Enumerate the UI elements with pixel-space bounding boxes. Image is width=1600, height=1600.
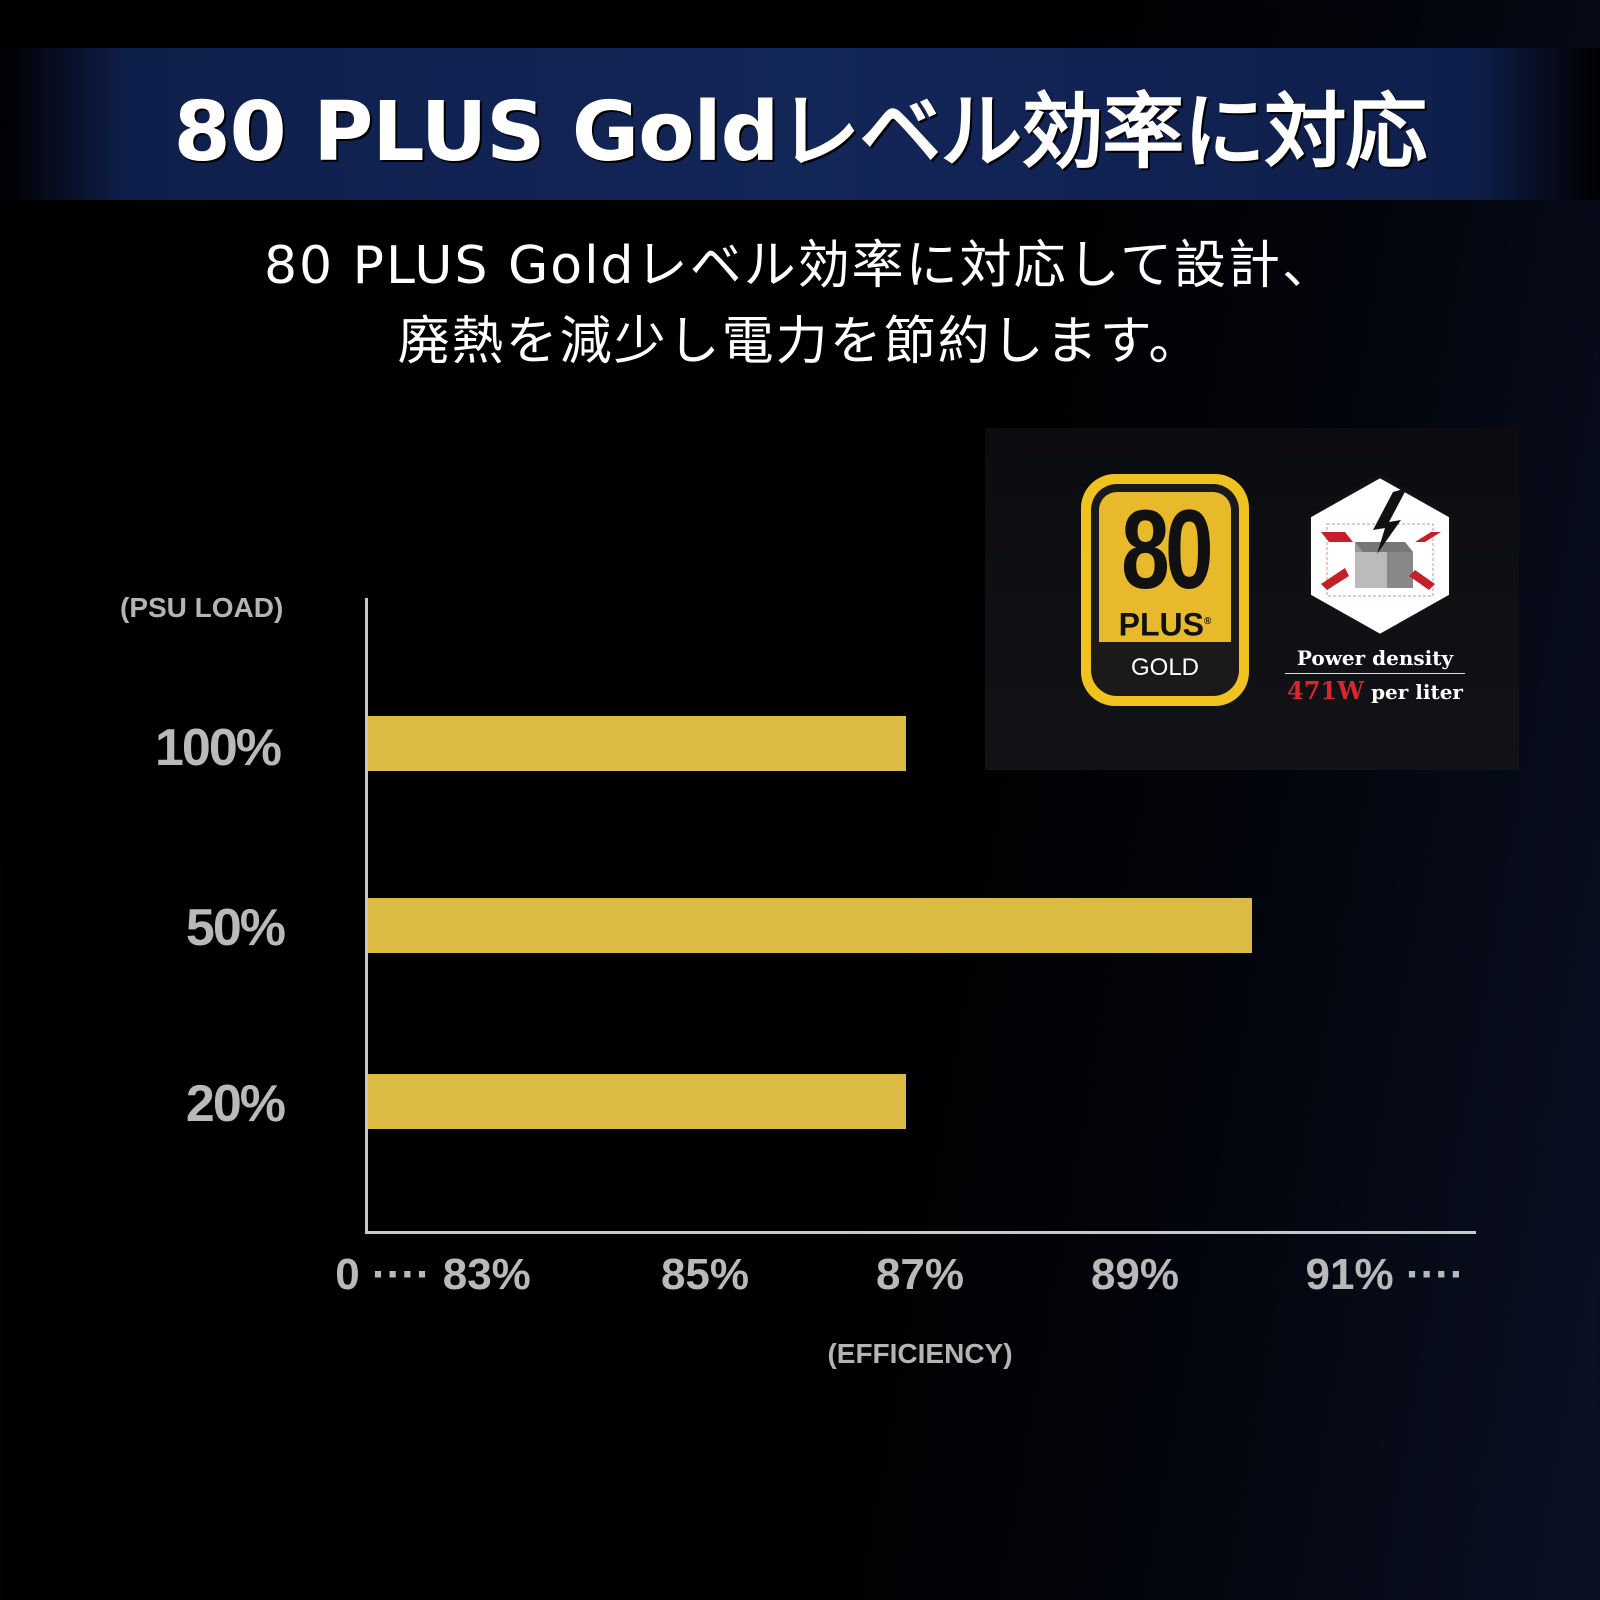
title-banner: 80 PLUS Goldレベル効率に対応 <box>0 48 1600 200</box>
x-tick-83: 0 ···· 83% <box>335 1250 531 1299</box>
x-tick-89: 89% <box>1090 1250 1180 1299</box>
x-axis-line <box>365 1231 1476 1234</box>
power-density-badge: Power density 471W per liter <box>1285 472 1475 712</box>
subtitle: 80 PLUS Goldレベル効率に対応して設計、 廃熱を減少し電力を節約します… <box>0 228 1600 380</box>
certification-logo-panel: 80 PLUS® GOLD Power density 471W per lit… <box>985 428 1519 770</box>
80-plus-gold-badge-icon: 80 PLUS® GOLD <box>1081 474 1249 706</box>
x-axis-label: (EFFICIENCY) <box>827 1338 1013 1369</box>
x-tick-85: 85% <box>660 1250 750 1299</box>
y-category-100: 100% <box>155 719 282 777</box>
x-tick-87: 87% <box>875 1250 965 1299</box>
bar-load-100 <box>368 716 906 771</box>
y-axis-line <box>365 598 368 1234</box>
badge-number: 80 <box>1121 487 1213 612</box>
compressed-cube-icon <box>1307 473 1453 639</box>
badge-tier: GOLD <box>1130 654 1199 681</box>
badge-plus: PLUS® <box>1118 606 1212 643</box>
subtitle-line-2: 廃熱を減少し電力を節約します。 <box>397 312 1203 372</box>
y-category-50: 50% <box>185 899 286 957</box>
y-category-20: 20% <box>185 1075 286 1133</box>
bar-load-50 <box>368 898 1252 953</box>
y-axis-label: (PSU LOAD) <box>120 592 284 623</box>
x-tick-91: 91% ···· <box>1305 1250 1465 1299</box>
page-title: 80 PLUS Goldレベル効率に対応 <box>173 84 1428 180</box>
subtitle-line-1: 80 PLUS Goldレベル効率に対応して設計、 <box>263 236 1337 296</box>
bar-load-20 <box>368 1074 906 1129</box>
power-density-value: 471W per liter <box>1287 676 1463 705</box>
power-density-title: Power density <box>1285 646 1465 674</box>
